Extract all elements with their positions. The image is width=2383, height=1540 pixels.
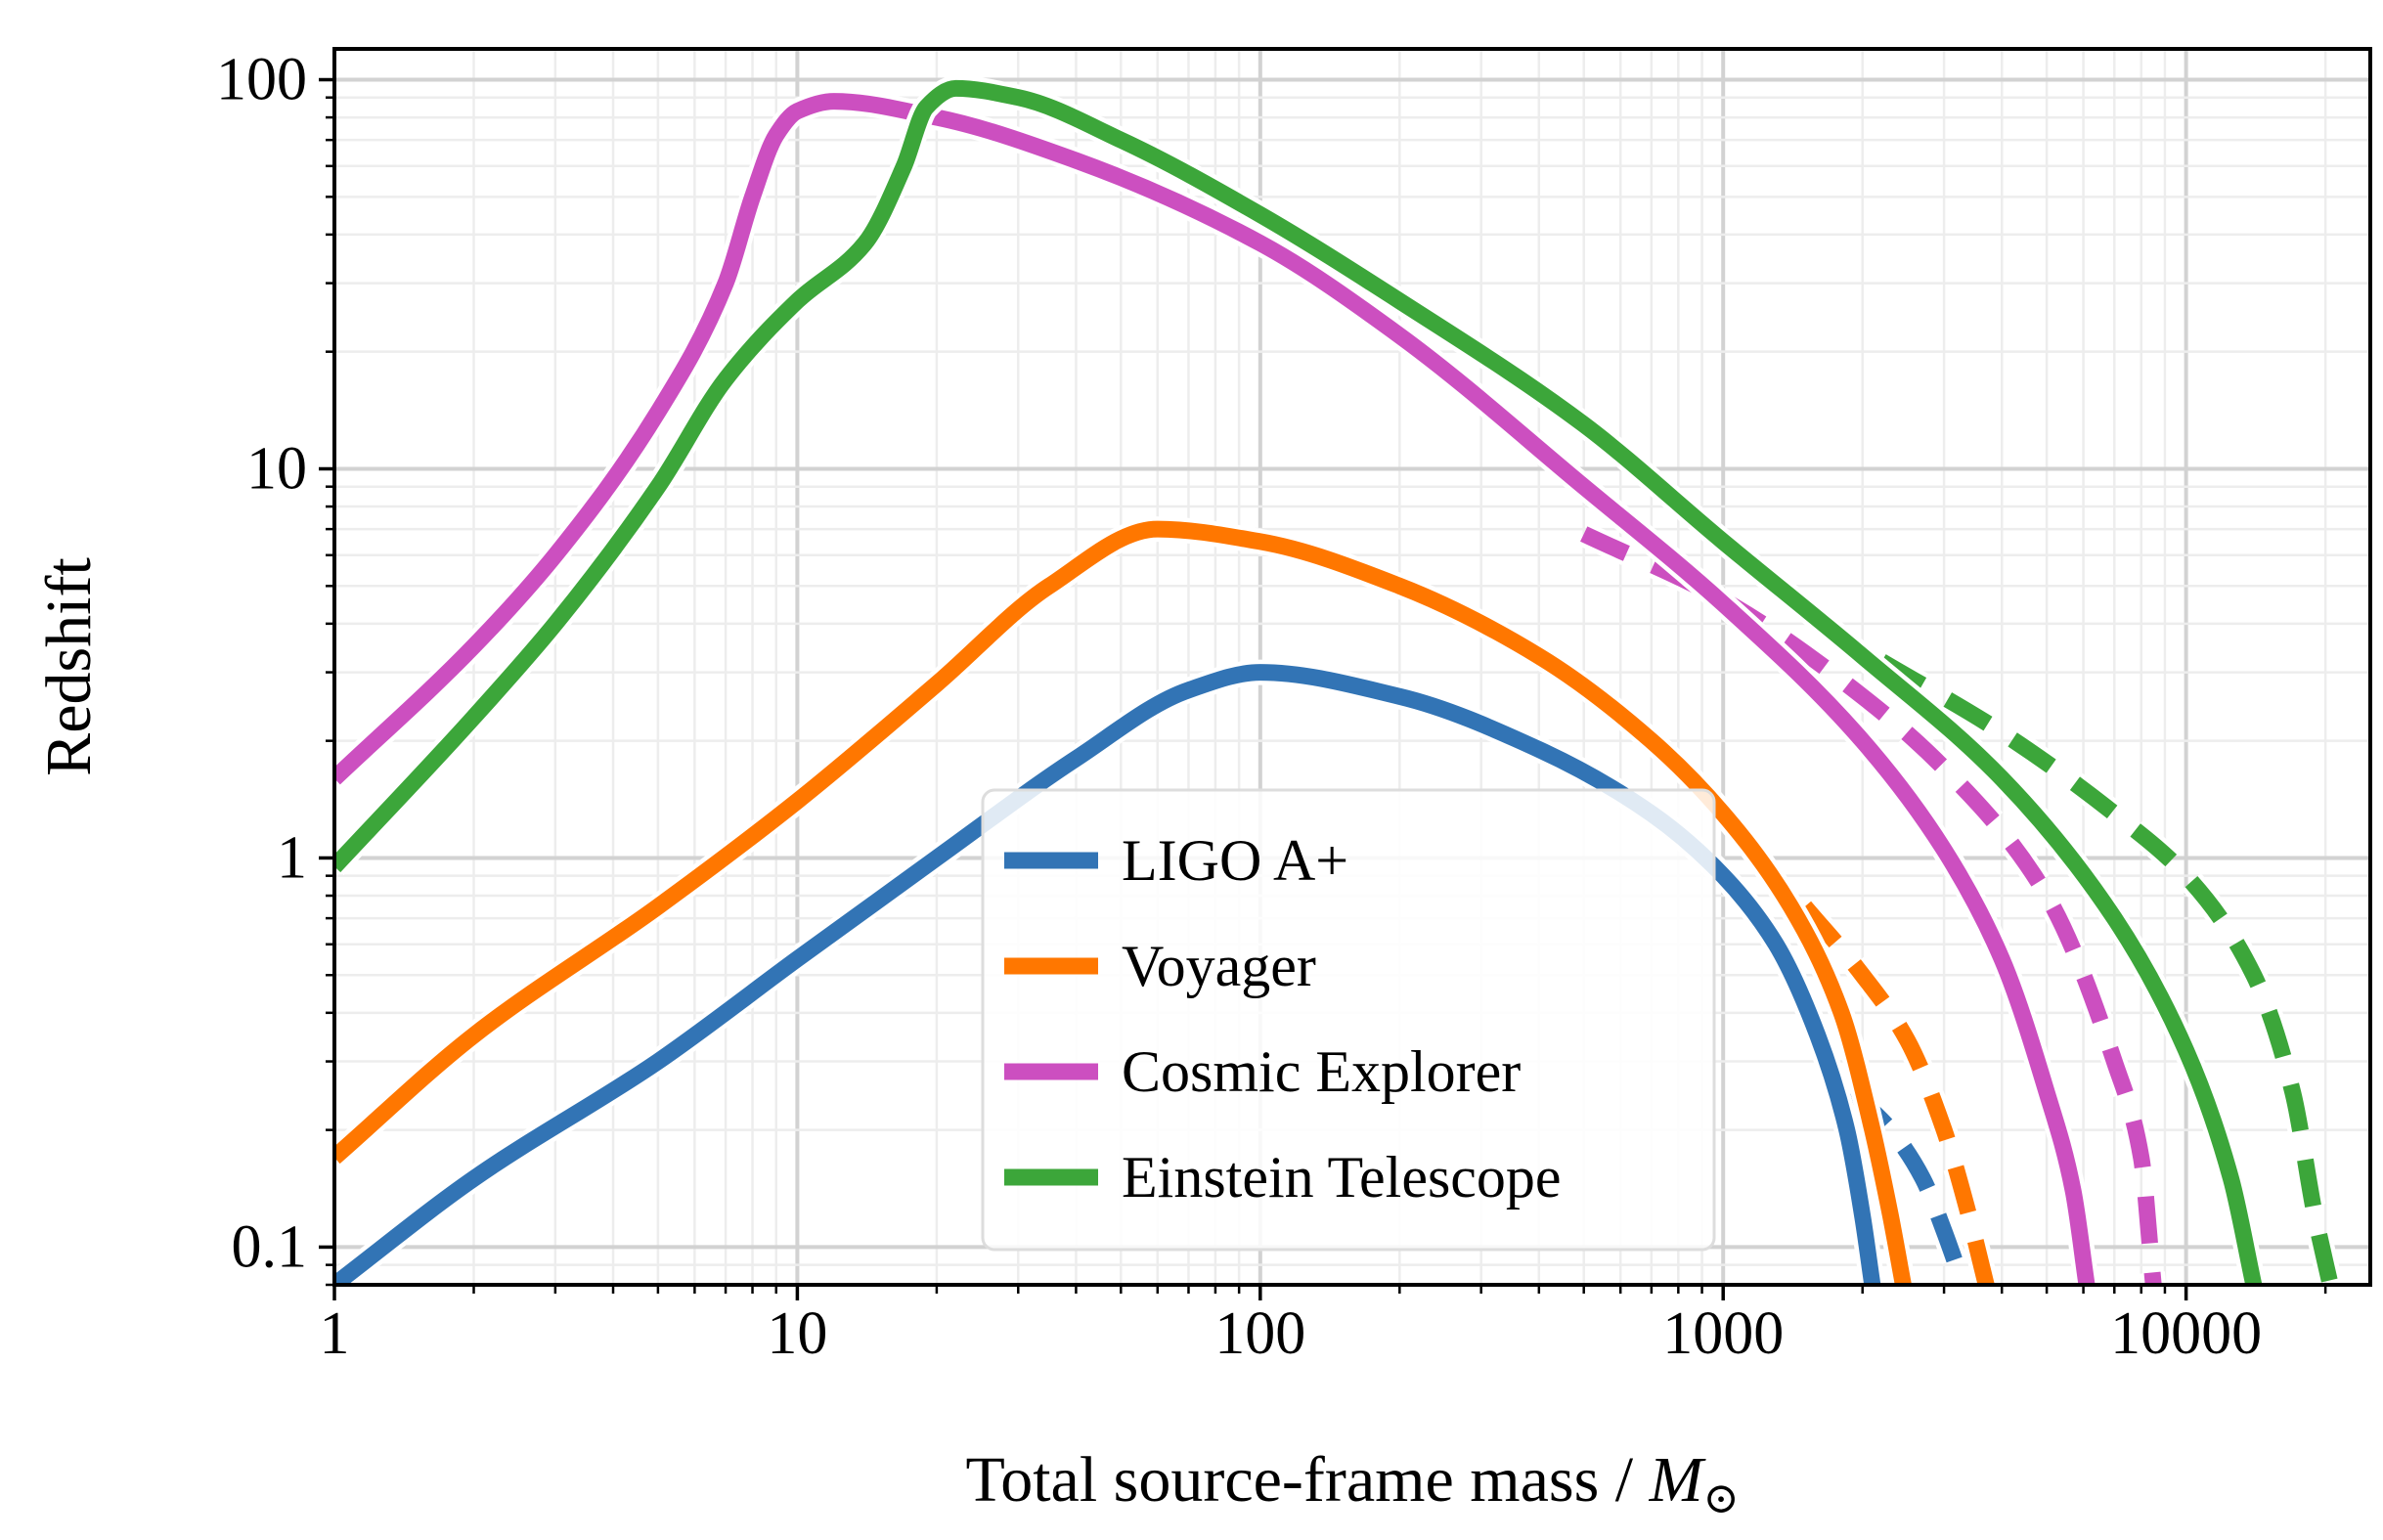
y-tick-label: 0.1 (232, 1213, 308, 1280)
x-axis-title: Total source-frame mass / M⊙ (966, 1444, 1740, 1522)
series-voyager (334, 516, 1999, 1285)
legend: LIGO A+ Voyager Cosmic Explorer Einstein Te… (981, 788, 1716, 1252)
ticks (319, 77, 2327, 1300)
series-cosmic-explorer (334, 88, 2167, 1285)
series-group (334, 75, 2343, 1285)
series-line-solid (334, 93, 2096, 1285)
legend-box (981, 788, 1716, 1252)
y-axis-title: Redshift (33, 557, 105, 776)
series-line-solid (334, 520, 1912, 1285)
series-line-halo (1875, 650, 2343, 1285)
x-tick-label: 100 (1214, 1300, 1305, 1367)
x-axis-title-subscript: ⊙ (1703, 1474, 1740, 1522)
y-tick-label: 100 (216, 47, 307, 113)
series-line-solid (334, 664, 1881, 1285)
x-axis-title-symbol: M (1649, 1444, 1707, 1516)
legend-label: Einstein Telescope (1122, 1145, 1562, 1210)
x-tick-label: 10 (767, 1300, 827, 1367)
y-tick-label: 1 (277, 824, 307, 891)
x-axis-title-text: Total source-frame mass / (966, 1444, 1650, 1516)
series-einstein-telescope (334, 75, 2343, 1285)
x-tick-label: 1 (320, 1300, 350, 1367)
legend-label: Voyager (1122, 934, 1316, 998)
legend-label: LIGO A+ (1122, 828, 1348, 893)
series-line-dashed (1876, 654, 2339, 1285)
x-tick-label: 10000 (2110, 1300, 2262, 1367)
x-tick-label: 1000 (1662, 1300, 1784, 1367)
plot-frame (332, 47, 2372, 1287)
legend-label: Cosmic Explorer (1122, 1039, 1521, 1104)
series-line-solid (334, 79, 2263, 1285)
y-tick-label: 10 (246, 435, 307, 502)
series-line-dashed (1798, 901, 1995, 1285)
